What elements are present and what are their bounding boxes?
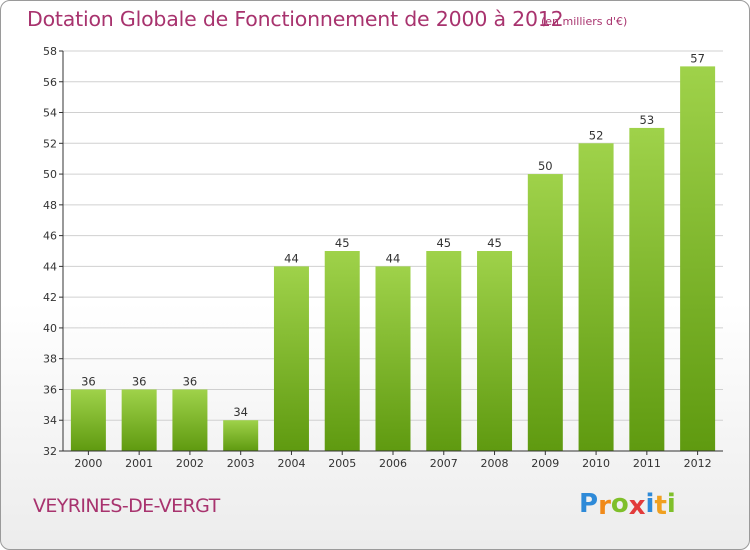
logo-letter: i — [666, 489, 676, 519]
value-label: 52 — [589, 128, 604, 142]
x-tick-label: 2007 — [430, 457, 458, 470]
y-tick-label: 38 — [43, 353, 57, 366]
x-tick-label: 2005 — [328, 457, 356, 470]
bars — [70, 66, 716, 452]
value-label: 45 — [487, 236, 502, 250]
value-label: 44 — [284, 251, 299, 265]
value-label: 34 — [233, 405, 248, 419]
y-tick-label: 36 — [43, 383, 57, 396]
x-tick-label: 2011 — [633, 457, 661, 470]
bar-2001 — [121, 389, 157, 451]
logo-letter: P — [579, 489, 599, 519]
x-tick-label: 2012 — [684, 457, 712, 470]
bar-2008 — [477, 251, 513, 451]
bar-2010 — [578, 143, 614, 452]
logo-letter: t — [654, 491, 667, 521]
value-label: 36 — [81, 374, 96, 388]
x-tick-label: 2001 — [125, 457, 153, 470]
y-tick-label: 32 — [43, 445, 57, 458]
chart-subtitle: (en milliers d'€) — [541, 15, 628, 28]
x-tick-label: 2009 — [531, 457, 559, 470]
bar-2006 — [375, 266, 411, 451]
y-tick-label: 46 — [43, 230, 57, 243]
proxiti-logo: Proxiti — [579, 489, 676, 521]
bar-2004 — [273, 266, 309, 451]
logo-letter: r — [598, 491, 611, 521]
value-label: 45 — [436, 236, 451, 250]
x-tick-label: 2008 — [481, 457, 509, 470]
y-tick-label: 56 — [43, 76, 57, 89]
data-labels: 36 36 36 34 44 45 44 45 45 50 52 53 57 — [81, 51, 705, 419]
logo-letter: o — [610, 489, 629, 519]
value-label: 45 — [335, 236, 350, 250]
bar-2011 — [629, 127, 665, 451]
x-tick-label: 2003 — [227, 457, 255, 470]
value-label: 50 — [538, 159, 553, 173]
y-tick-label: 42 — [43, 291, 57, 304]
x-tick-label: 2010 — [582, 457, 610, 470]
y-tick-label: 52 — [43, 137, 57, 150]
y-tick-label: 44 — [43, 260, 57, 273]
x-tick-label: 2000 — [74, 457, 102, 470]
value-label: 44 — [386, 251, 401, 265]
bar-2003 — [223, 420, 259, 451]
y-tick-label: 58 — [43, 45, 57, 58]
y-tick-label: 54 — [43, 107, 57, 120]
chart-title: Dotation Globale de Fonctionnement de 20… — [27, 7, 564, 31]
bar-2007 — [426, 251, 462, 451]
bar-2012 — [680, 66, 716, 451]
logo-letter: x — [628, 491, 646, 521]
axes: 32 34 36 38 40 42 44 46 48 50 52 54 56 58 2000 2001 2002… — [43, 45, 723, 470]
x-tick-label: 2006 — [379, 457, 407, 470]
logo-letter: i — [645, 489, 655, 519]
value-label: 36 — [132, 374, 147, 388]
value-label: 57 — [690, 51, 705, 65]
x-tick-label: 2004 — [277, 457, 305, 470]
x-tick-label: 2002 — [176, 457, 204, 470]
y-tick-label: 34 — [43, 414, 57, 427]
commune-name: VEYRINES-DE-VERGT — [33, 495, 220, 517]
bar-2000 — [70, 389, 106, 451]
bar-2009 — [527, 174, 563, 452]
value-label: 53 — [640, 113, 655, 127]
y-tick-label: 50 — [43, 168, 57, 181]
bar-chart: 32 34 36 38 40 42 44 46 48 50 52 54 56 58 2000 2001 2002… — [43, 45, 723, 470]
bar-2005 — [324, 251, 360, 451]
bar-2002 — [172, 389, 208, 451]
value-label: 36 — [183, 374, 198, 388]
y-tick-label: 48 — [43, 199, 57, 212]
y-tick-label: 40 — [43, 322, 57, 335]
